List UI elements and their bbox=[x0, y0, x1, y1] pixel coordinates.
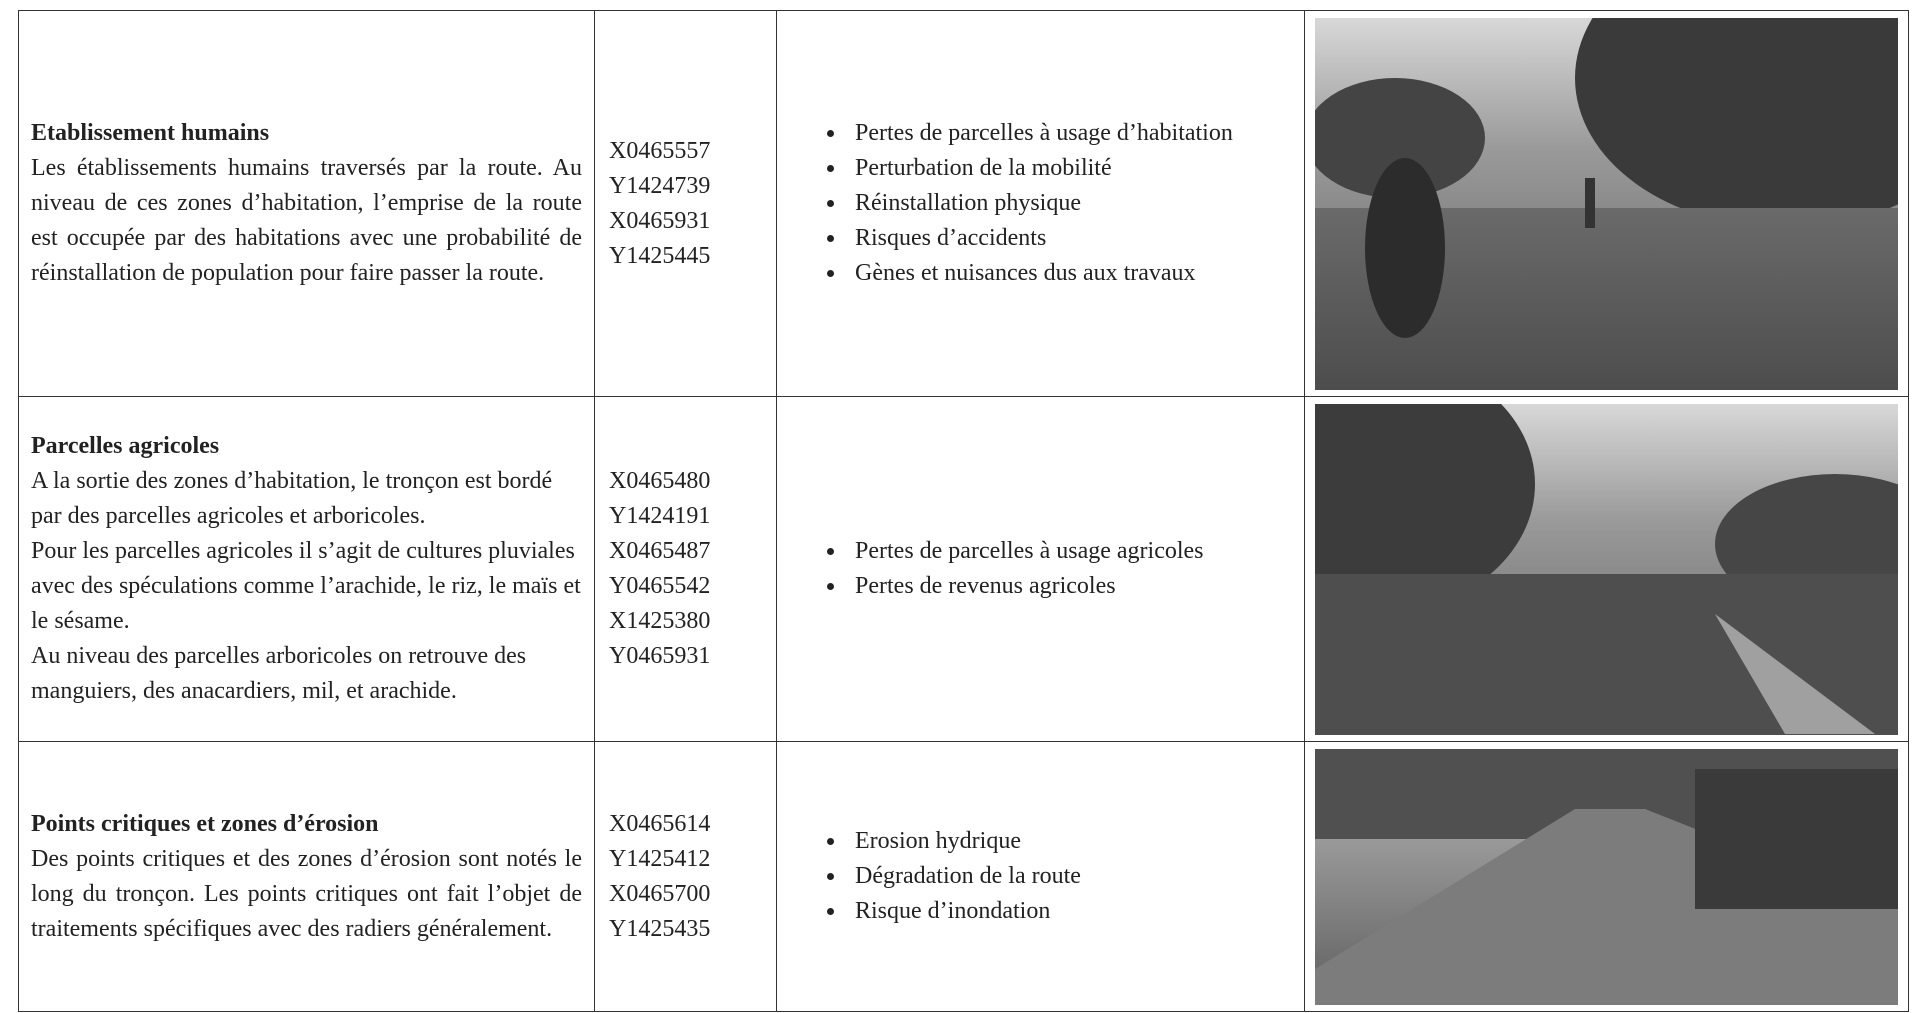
coordinate: Y1424191 bbox=[609, 503, 711, 529]
table-row: Etablissement humains Les établissements … bbox=[18, 10, 1909, 397]
coordinate: Y1425435 bbox=[609, 915, 711, 942]
impact-list: Pertes de parcelles à usage agricolesPer… bbox=[789, 534, 1292, 604]
description-text: Au niveau des parcelles arboricoles on r… bbox=[31, 643, 527, 704]
coordinate: X0465487 bbox=[609, 538, 711, 564]
impact-list: Erosion hydriqueDégradation de la routeR… bbox=[789, 824, 1292, 929]
photo bbox=[1315, 17, 1898, 390]
description-text: Les établissements humains traversés par… bbox=[31, 155, 582, 286]
coordinate: Y0465542 bbox=[609, 573, 711, 599]
photo bbox=[1315, 403, 1898, 735]
coordinate: Y1425412 bbox=[609, 845, 711, 872]
description-cell: Parcelles agricoles A la sortie des zones… bbox=[18, 396, 595, 742]
coordinate: X0465931 bbox=[609, 207, 711, 234]
impact-item: Risques d’accidents bbox=[847, 221, 1292, 256]
description-cell: Points critiques et zones d’érosion Des p… bbox=[18, 741, 595, 1012]
table-row: Parcelles agricoles A la sortie des zones… bbox=[18, 396, 1909, 742]
impact-item: Pertes de parcelles à usage agricoles bbox=[847, 534, 1292, 569]
row-title: Parcelles agricoles bbox=[31, 433, 220, 459]
table-row: Points critiques et zones d’érosion Des p… bbox=[18, 741, 1909, 1012]
coordinate: X0465614 bbox=[609, 810, 711, 837]
photo-cell bbox=[1304, 10, 1909, 397]
coordinate: Y0465931 bbox=[609, 643, 711, 669]
description-text: Des points critiques et des zones d’éros… bbox=[31, 845, 582, 942]
coordinate: X0465557 bbox=[609, 137, 711, 164]
photo bbox=[1315, 748, 1898, 1005]
impact-table: Etablissement humains Les établissements … bbox=[18, 10, 1909, 1012]
photo-cell bbox=[1304, 396, 1909, 742]
impacts-cell: Pertes de parcelles à usage agricolesPer… bbox=[776, 396, 1305, 742]
row-title: Etablissement humains bbox=[31, 120, 270, 146]
impact-item: Dégradation de la route bbox=[847, 859, 1292, 894]
coordinate: X0465700 bbox=[609, 880, 711, 907]
impact-item: Risque d’inondation bbox=[847, 894, 1292, 929]
impact-item: Gènes et nuisances dus aux travaux bbox=[847, 256, 1292, 291]
impact-item: Pertes de revenus agricoles bbox=[847, 569, 1292, 604]
impacts-cell: Pertes de parcelles à usage d’habitation… bbox=[776, 10, 1305, 397]
impact-item: Réinstallation physique bbox=[847, 186, 1292, 221]
description-cell: Etablissement humains Les établissements … bbox=[18, 10, 595, 397]
impact-item: Perturbation de la mobilité bbox=[847, 151, 1292, 186]
coordinate: X0465480 bbox=[609, 468, 711, 494]
coordinates-cell: X0465557 Y1424739 X0465931 Y1425445 bbox=[594, 10, 777, 397]
impact-item: Erosion hydrique bbox=[847, 824, 1292, 859]
photo-cell bbox=[1304, 741, 1909, 1012]
coordinate: Y1425445 bbox=[609, 242, 711, 269]
description-text: A la sortie des zones d’habitation, le t… bbox=[31, 468, 553, 529]
description-text: Pour les parcelles agricoles il s’agit d… bbox=[31, 538, 581, 634]
impact-item: Pertes de parcelles à usage d’habitation bbox=[847, 116, 1292, 151]
coordinates-cell: X0465480 Y1424191 X0465487 Y0465542 X1425380… bbox=[594, 396, 777, 742]
impact-list: Pertes de parcelles à usage d’habitation… bbox=[789, 116, 1292, 291]
coordinate: Y1424739 bbox=[609, 172, 711, 199]
impacts-cell: Erosion hydriqueDégradation de la routeR… bbox=[776, 741, 1305, 1012]
row-title: Points critiques et zones d’érosion bbox=[31, 810, 379, 837]
coordinates-cell: X0465614 Y1425412 X0465700 Y1425435 bbox=[594, 741, 777, 1012]
coordinate: X1425380 bbox=[609, 608, 711, 634]
